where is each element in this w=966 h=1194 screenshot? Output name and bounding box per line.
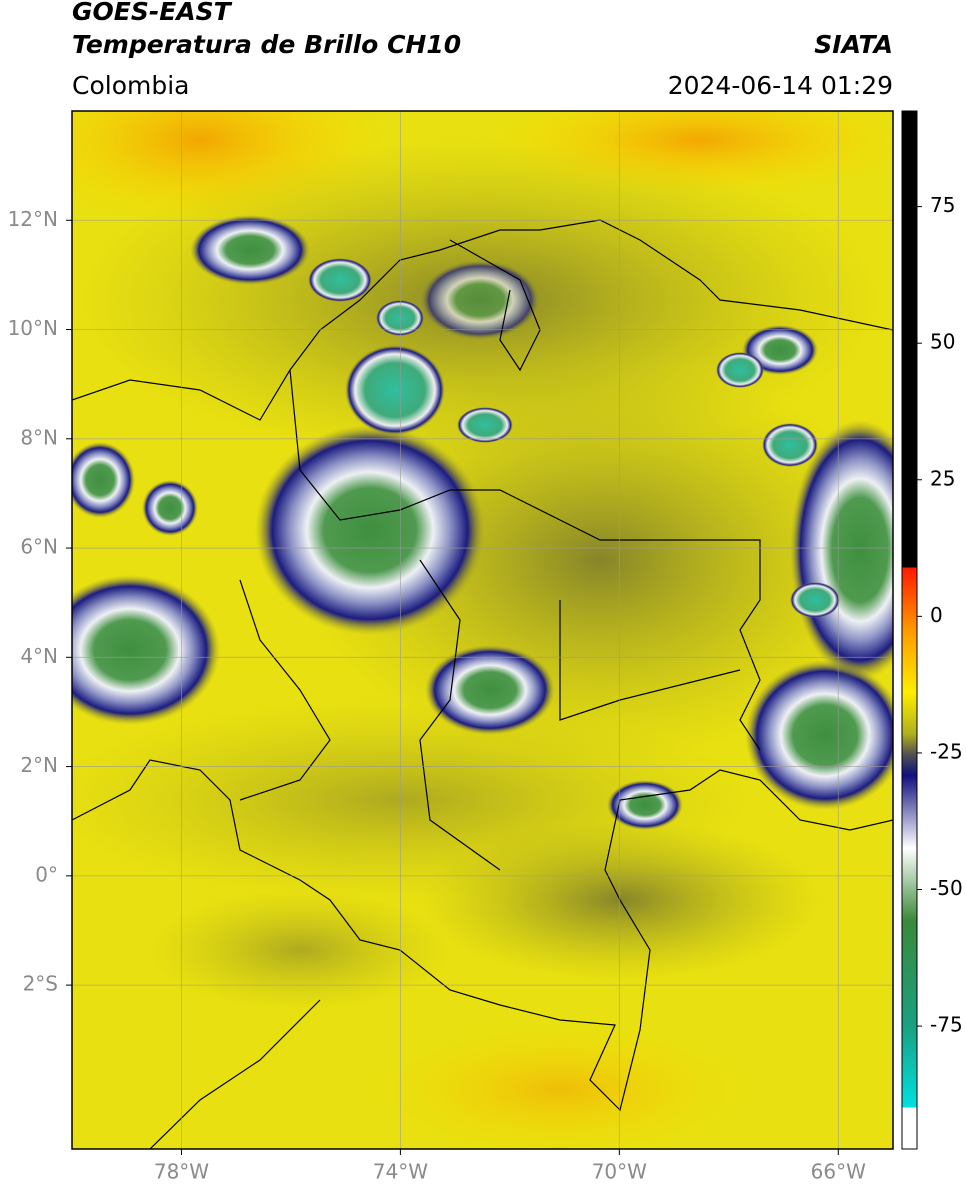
colorbar-label: -75 xyxy=(930,1013,963,1037)
y-tick-label: 12°N xyxy=(8,207,58,231)
y-tick-label: 2°N xyxy=(20,753,58,777)
colorbar-label: 75 xyxy=(930,193,955,217)
source: SIATA xyxy=(814,30,893,59)
map-frame xyxy=(71,110,894,1150)
y-tick-label: 6°N xyxy=(20,535,58,559)
region: Colombia xyxy=(72,71,189,100)
y-tick-label: 8°N xyxy=(20,425,58,449)
x-tick-label: 66°W xyxy=(811,1160,866,1184)
colorbar-label: -25 xyxy=(930,739,963,763)
satellite-image xyxy=(72,111,893,1149)
x-tick-label: 78°W xyxy=(154,1160,209,1184)
datetime: 2024-06-14 01:29 xyxy=(668,71,893,100)
y-tick-label: 0° xyxy=(35,862,58,886)
grid xyxy=(72,111,893,1149)
x-tick-label: 70°W xyxy=(592,1160,647,1184)
subtitle: Temperatura de Brillo CH10 xyxy=(72,30,461,59)
colorbar-label: 25 xyxy=(930,466,955,490)
colorbar xyxy=(901,110,918,1150)
y-tick-label: 2°S xyxy=(23,972,58,996)
y-tick-label: 10°N xyxy=(8,316,58,340)
x-tick-label: 74°W xyxy=(373,1160,428,1184)
colorbar-label: -50 xyxy=(930,876,963,900)
colorbar-label: 0 xyxy=(930,603,943,627)
y-tick-label: 4°N xyxy=(20,644,58,668)
colorbar-label: 50 xyxy=(930,330,955,354)
title: GOES-EAST xyxy=(72,0,233,26)
